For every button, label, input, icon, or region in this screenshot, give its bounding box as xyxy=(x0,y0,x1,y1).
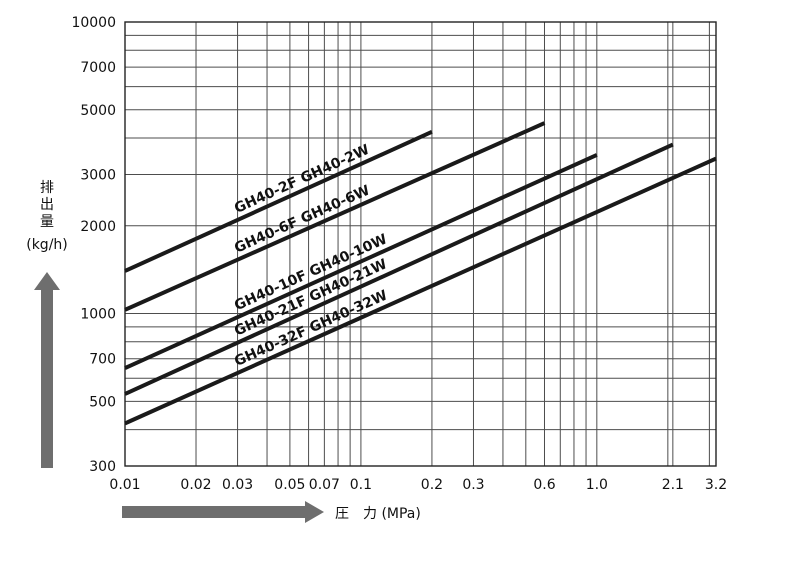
y-tick-label: 2000 xyxy=(80,219,116,235)
y-tick-label: 3000 xyxy=(80,167,116,183)
x-axis-arrow xyxy=(122,501,324,523)
y-tick-label: 700 xyxy=(89,352,116,368)
x-tick-label: 0.6 xyxy=(533,477,555,493)
y-tick-label: 7000 xyxy=(80,60,116,76)
x-tick-label: 0.2 xyxy=(421,477,443,493)
xlabel: 圧 力 (MPa) xyxy=(335,506,421,522)
x-tick-label: 0.03 xyxy=(222,477,253,493)
series-line xyxy=(124,153,598,370)
y-tick-label: 1000 xyxy=(80,307,116,323)
grid xyxy=(124,21,717,467)
series-line xyxy=(124,130,433,273)
series-line xyxy=(124,142,674,396)
series-line xyxy=(124,156,717,426)
series-line xyxy=(124,121,546,312)
series-lines xyxy=(124,121,717,426)
x-tick-label: 0.01 xyxy=(109,477,140,493)
y-tick-label: 10000 xyxy=(71,15,116,31)
ylabel-char-2: 出 xyxy=(40,197,54,213)
ylabel-char-3: 量 xyxy=(40,214,54,230)
x-tick-label: 3.2 xyxy=(705,477,727,493)
y-axis-arrow xyxy=(34,272,60,468)
x-tick-label: 0.02 xyxy=(180,477,211,493)
y-tick-label: 500 xyxy=(89,394,116,410)
x-tick-label: 0.07 xyxy=(309,477,340,493)
plot-frame xyxy=(124,21,717,467)
x-tick-label: 1.0 xyxy=(586,477,608,493)
y-tick-labels: 300 500 700 1000 2000 3000 5000 7000 10000 xyxy=(71,15,116,475)
x-tick-label: 2.1 xyxy=(662,477,684,493)
x-tick-labels: 0.01 0.02 0.03 0.05 0.07 0.1 0.2 0.3 0.6 1.0 2.1 3.… xyxy=(109,477,727,493)
x-tick-label: 0.05 xyxy=(274,477,305,493)
ylabel-char-1: 排 xyxy=(40,180,54,196)
x-tick-label: 0.1 xyxy=(350,477,372,493)
y-tick-label: 300 xyxy=(89,459,116,475)
ylabel-unit: (kg/h) xyxy=(26,237,68,253)
y-tick-label: 5000 xyxy=(80,103,116,119)
x-tick-label: 0.3 xyxy=(462,477,484,493)
